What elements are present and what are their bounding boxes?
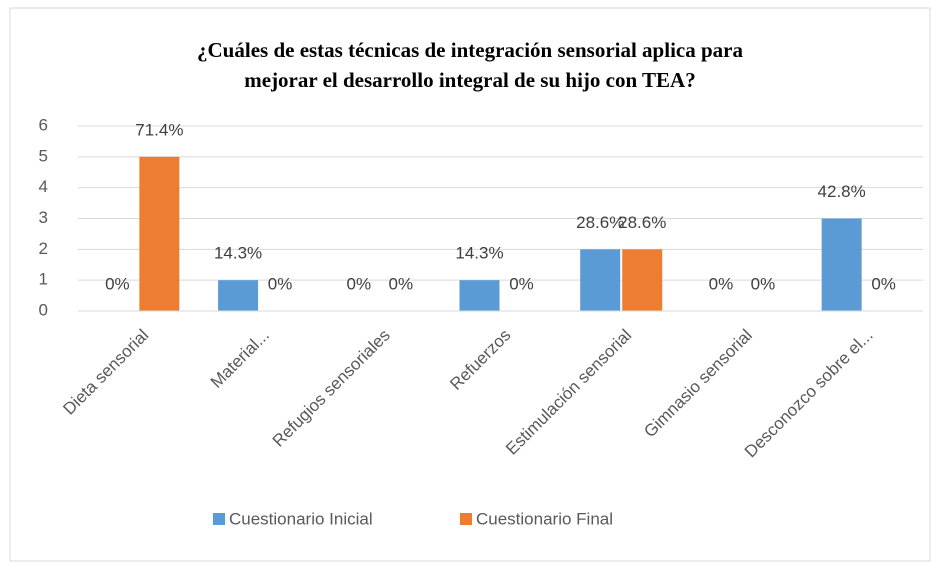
chart-title: ¿Cuáles de estas técnicas de integración… [197, 38, 743, 62]
value-label: 0% [709, 274, 734, 293]
bar [459, 280, 500, 311]
legend-label: Cuestionario Inicial [229, 509, 373, 528]
bar [580, 249, 621, 311]
value-label: 14.3% [214, 244, 262, 263]
legend-swatch [460, 513, 472, 525]
bar [218, 280, 259, 311]
chart-title: mejorar el desarrollo integral de su hij… [244, 68, 695, 92]
y-tick-label: 6 [39, 115, 48, 134]
legend-label: Cuestionario Final [476, 509, 613, 528]
y-tick-label: 1 [39, 270, 48, 289]
value-label: 14.3% [455, 244, 503, 263]
legend-swatch [213, 513, 225, 525]
value-label: 28.6% [576, 213, 624, 232]
bar [821, 218, 862, 311]
bar [139, 156, 180, 311]
y-tick-label: 4 [39, 177, 48, 196]
y-tick-label: 0 [39, 300, 48, 319]
bar [622, 249, 663, 311]
value-label: 0% [388, 274, 413, 293]
y-tick-label: 3 [39, 208, 48, 227]
y-tick-label: 2 [39, 239, 48, 258]
y-tick-label: 5 [39, 146, 48, 165]
value-label: 0% [871, 274, 896, 293]
value-label: 28.6% [618, 213, 666, 232]
value-label: 42.8% [818, 182, 866, 201]
value-label: 0% [509, 274, 534, 293]
value-label: 0% [751, 274, 776, 293]
value-label: 0% [105, 274, 130, 293]
value-label: 0% [268, 274, 293, 293]
value-label: 71.4% [135, 120, 183, 139]
value-label: 0% [346, 274, 371, 293]
